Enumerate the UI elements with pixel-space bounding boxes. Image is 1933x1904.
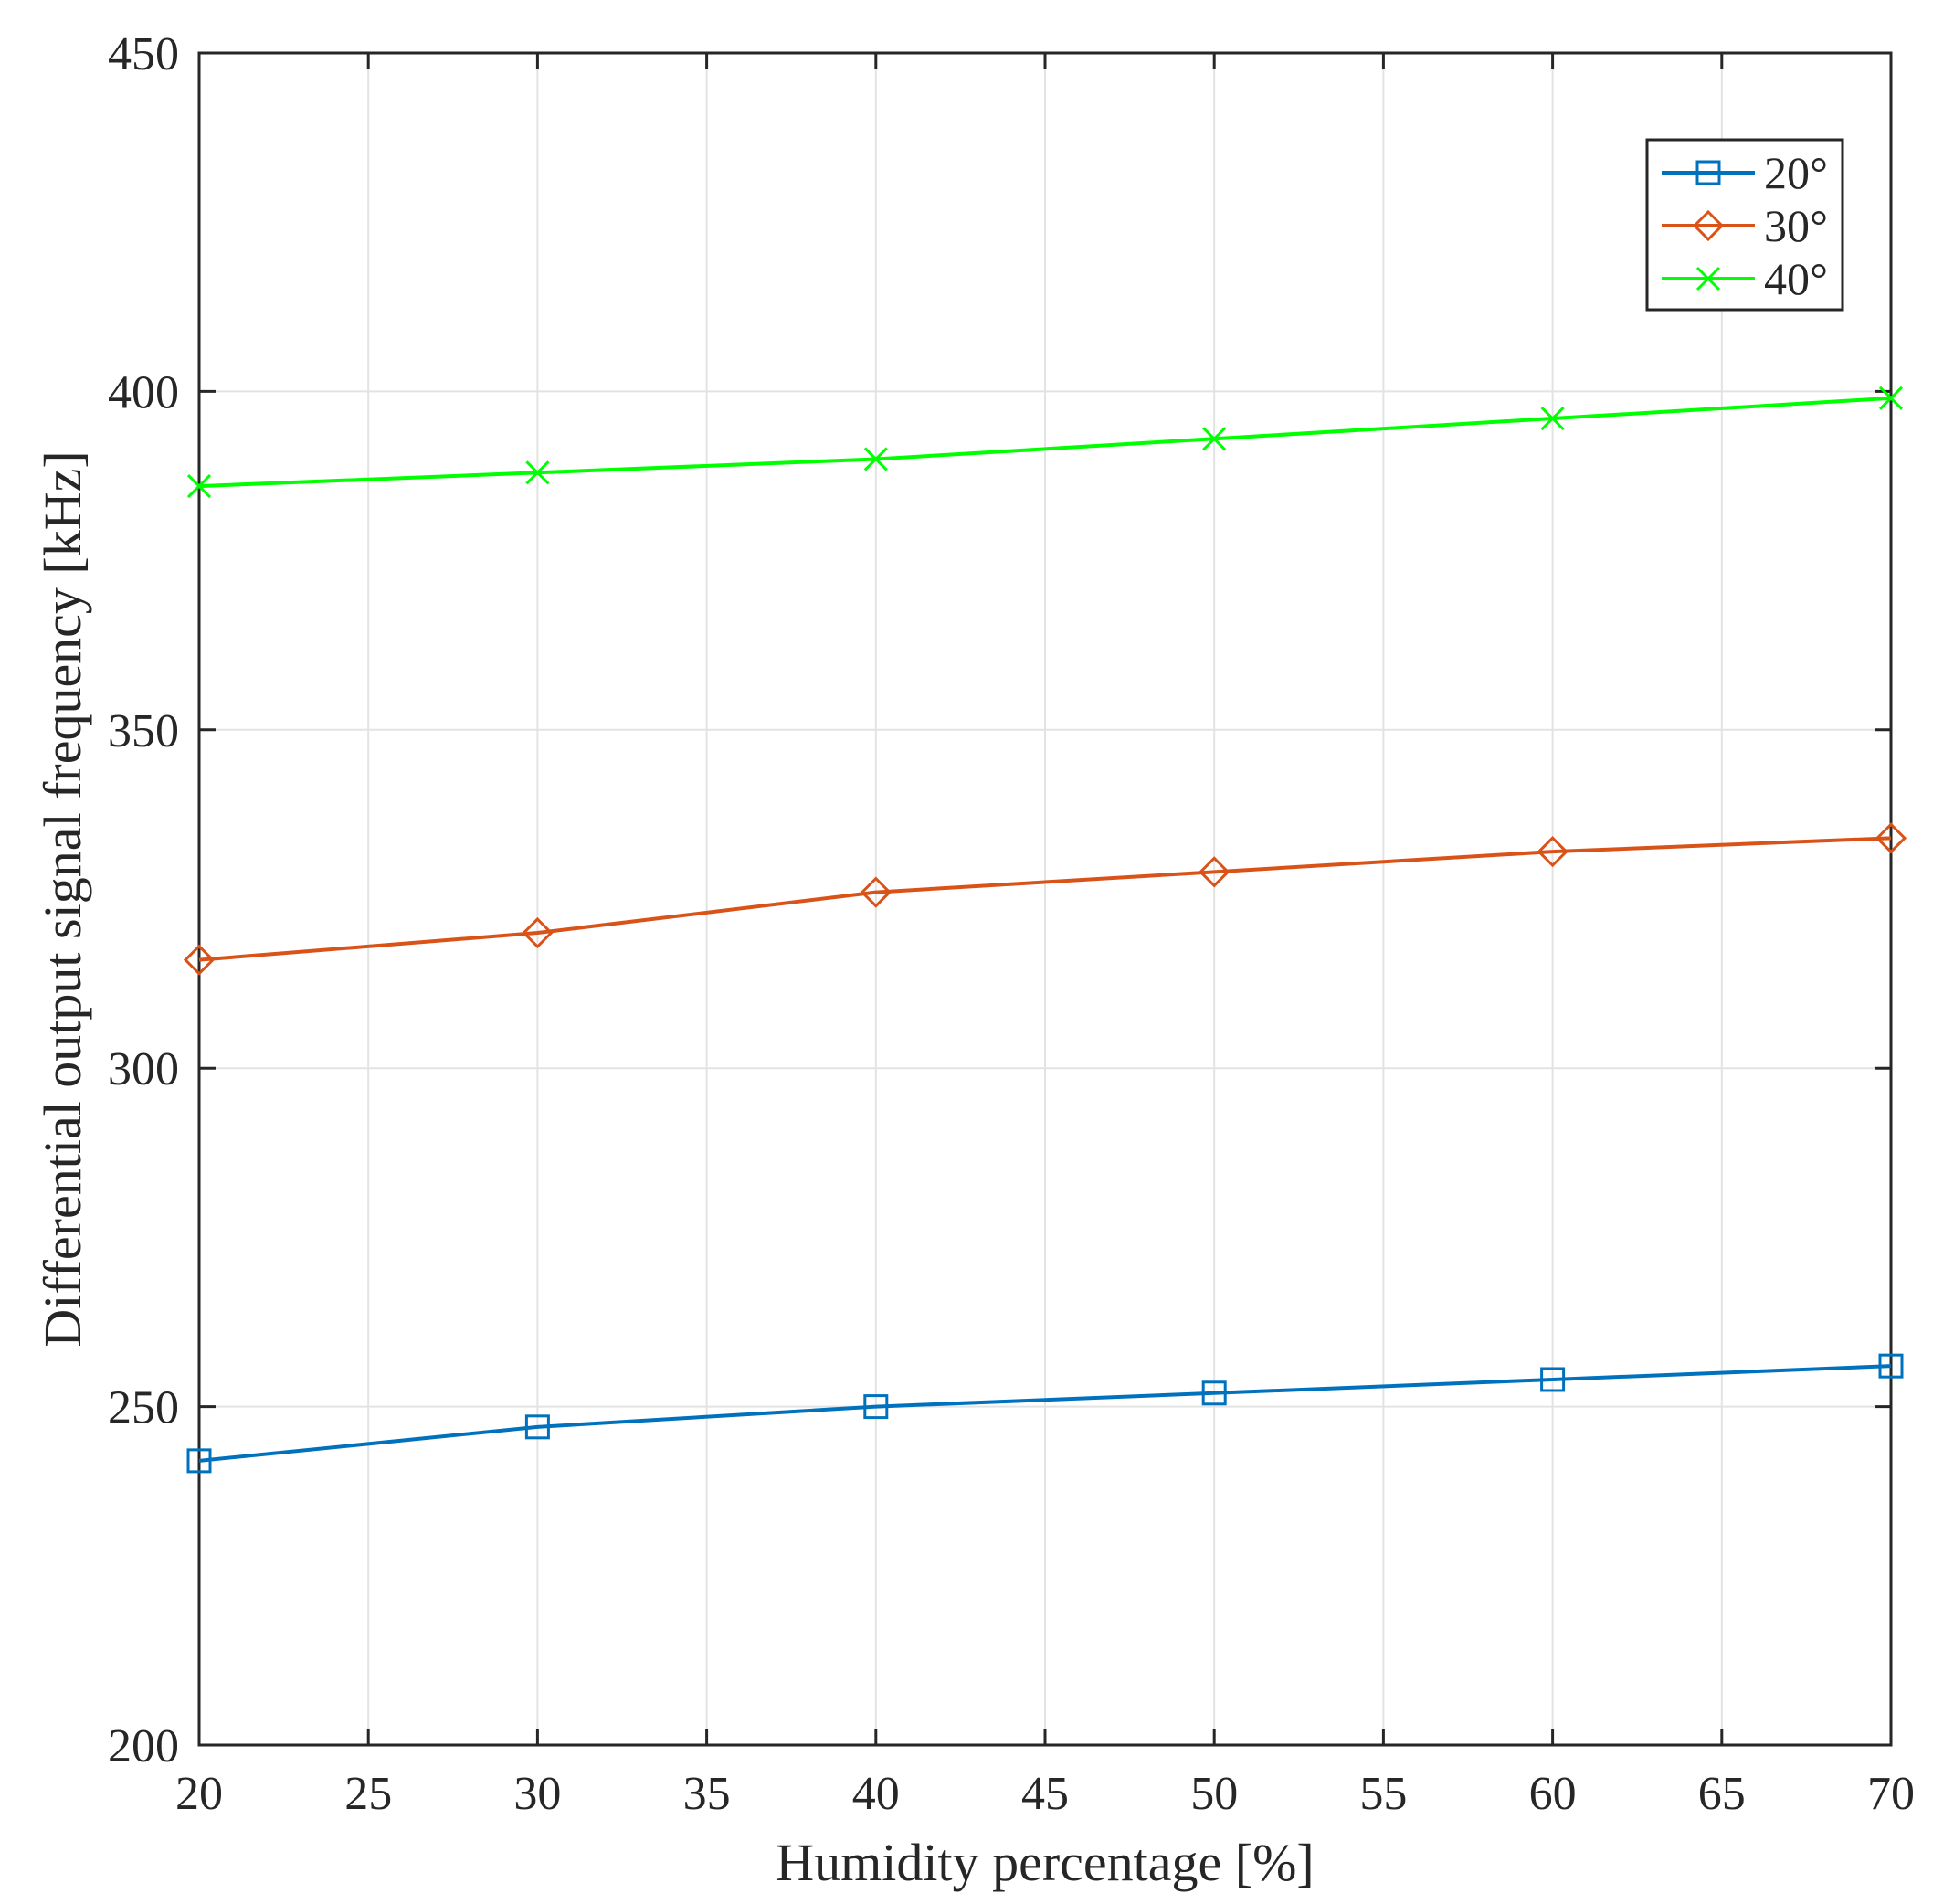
x-tick-label: 40 [852, 1768, 900, 1820]
data-point [1875, 822, 1907, 854]
x-tick-label: 70 [1867, 1768, 1915, 1820]
data-point [1201, 1380, 1227, 1406]
x-tick-label: 35 [683, 1768, 731, 1820]
x-tick-label: 30 [513, 1768, 561, 1820]
series-line [198, 836, 1892, 962]
data-point [1878, 1353, 1904, 1379]
y-tick-label: 200 [108, 1720, 179, 1772]
x-tick-label: 25 [344, 1768, 392, 1820]
y-tick-label: 450 [108, 28, 179, 80]
legend-label: 20° [1764, 147, 1828, 198]
data-point [863, 1394, 889, 1420]
x-axis-label: Humidity percentage [%] [776, 1833, 1314, 1892]
y-tick-label: 250 [108, 1382, 179, 1434]
data-point [525, 460, 550, 485]
legend-label: 40° [1764, 253, 1828, 304]
y-tick-label: 300 [108, 1043, 179, 1095]
marker-stroke [525, 460, 550, 485]
x-tick-label: 65 [1698, 1768, 1746, 1820]
y-tick-label: 350 [108, 705, 179, 757]
marker-stroke [1878, 386, 1904, 410]
series-line [198, 396, 1892, 489]
y-axis-label: Differential output signal frequency [kH… [33, 450, 92, 1347]
data-point [183, 944, 216, 976]
marker-stroke [1540, 406, 1565, 431]
data-point [1202, 427, 1227, 451]
data-point [860, 876, 892, 908]
series-2 [183, 822, 1907, 976]
series-layer [183, 386, 1907, 1474]
data-point [186, 1448, 212, 1474]
legend-item-2: 30° [1662, 200, 1828, 251]
series-line [198, 1364, 1892, 1463]
series-1 [186, 1353, 1904, 1474]
x-tick-label: 60 [1529, 1768, 1577, 1820]
data-point [863, 447, 888, 471]
data-point [1540, 1367, 1566, 1392]
marker-stroke [1695, 266, 1721, 291]
y-axis-ticks: 200 250 300 350 400 450 [108, 28, 1891, 1772]
data-point [1540, 406, 1565, 431]
legend: 20°30°40° [1645, 138, 1844, 312]
data-point [1199, 856, 1231, 888]
x-tick-label: 50 [1190, 1768, 1238, 1820]
x-axis-ticks: 20 25 30 35 40 45 50 55 60 65 70 [175, 53, 1915, 1820]
y-tick-label: 400 [108, 366, 179, 418]
legend-item-1: 20° [1662, 147, 1828, 198]
data-point [1537, 836, 1569, 868]
x-tick-label: 20 [175, 1768, 223, 1820]
x-tick-label: 45 [1021, 1768, 1069, 1820]
legend-label: 30° [1764, 200, 1828, 251]
data-point [524, 1414, 550, 1440]
series-3 [186, 386, 1904, 499]
x-tick-label: 55 [1359, 1768, 1407, 1820]
marker-stroke [186, 474, 212, 499]
legend-marker [1695, 160, 1721, 185]
data-point [522, 916, 554, 949]
legend-marker [1692, 209, 1725, 242]
legend-item-3: 40° [1662, 253, 1828, 304]
data-point [186, 474, 212, 499]
data-point [1878, 386, 1904, 410]
marker-stroke [1202, 427, 1227, 451]
marker-stroke [863, 447, 888, 471]
legend-marker [1695, 266, 1721, 291]
